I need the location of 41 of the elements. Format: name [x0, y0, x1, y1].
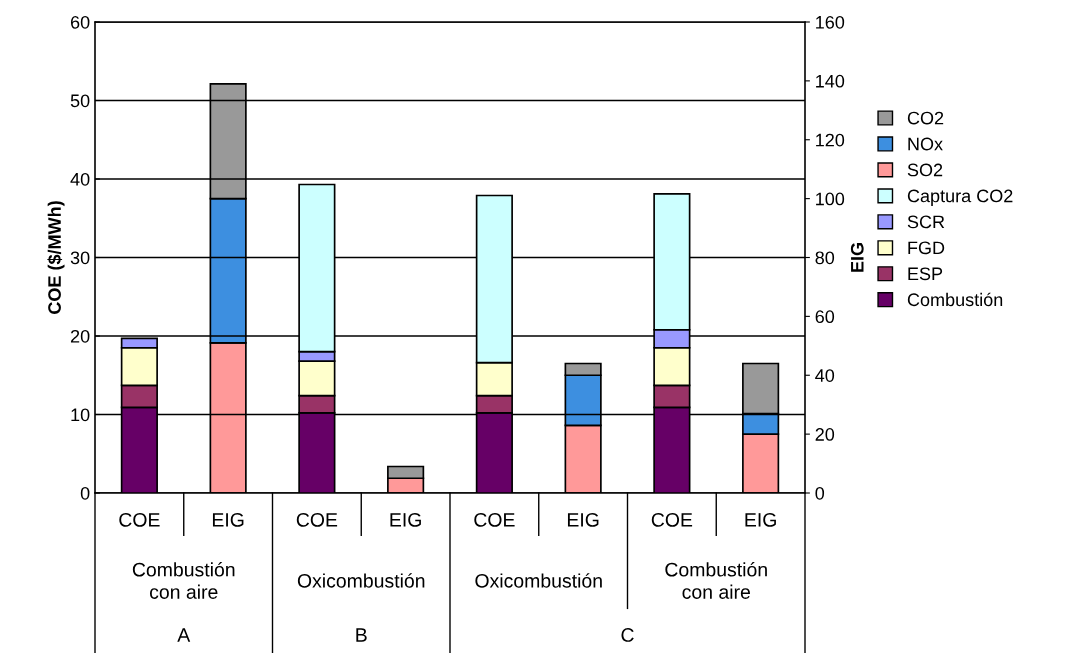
y2-tick-label: 160 [816, 15, 845, 29]
x-tick-label: COE [651, 512, 693, 527]
legend-label: ESP [908, 267, 943, 281]
x-tick-label: EIG [390, 512, 421, 527]
legend-label: CO2 [907, 111, 944, 125]
x-tick-label: COE [474, 512, 515, 527]
y2-tick-label: 20 [815, 428, 835, 441]
text: C [621, 628, 634, 642]
y-tick-label: 60 [70, 15, 90, 29]
x-tick-label: EIG [212, 512, 244, 527]
x-tick-label: COE [119, 512, 160, 527]
legend-label: NOx [908, 137, 943, 151]
y2-tick-label: 120 [816, 133, 845, 147]
y2-tick-label: 100 [816, 192, 845, 206]
text: A [177, 628, 191, 642]
x-tick-label: EIG [745, 512, 776, 527]
y-tick-label: 50 [70, 94, 90, 108]
y2-axis-title: EIG [850, 243, 864, 272]
text: Oxicombustión [475, 573, 602, 588]
legend-label: Combustión [907, 292, 1003, 307]
x-tick-label: COE [296, 512, 338, 527]
y2-tick-label: 60 [815, 310, 835, 324]
text: Combustión con aire [132, 562, 235, 599]
text: Oxicombustión [297, 573, 425, 588]
text: Combustión con aire [665, 562, 767, 599]
y-tick-label: 0 [80, 486, 90, 500]
y2-tick-label: 140 [816, 74, 845, 88]
y-tick-label: 30 [70, 251, 90, 265]
y-tick-label: 20 [70, 329, 90, 343]
legend-label: FGD [908, 241, 945, 255]
legend-label: SCR [907, 215, 945, 229]
y2-tick-label: 40 [815, 369, 835, 382]
legend-label: SO2 [907, 163, 943, 177]
y2-tick-label: 0 [815, 486, 825, 500]
y-axis-title: COE ($/MWh) [47, 201, 65, 314]
text: B [356, 628, 367, 642]
y-tick-label: 10 [71, 408, 90, 422]
x-tick-label: EIG [567, 512, 599, 527]
y2-tick-label: 80 [815, 251, 835, 265]
legend-label: Captura CO2 [907, 189, 1013, 206]
y-tick-label: 40 [70, 172, 90, 186]
